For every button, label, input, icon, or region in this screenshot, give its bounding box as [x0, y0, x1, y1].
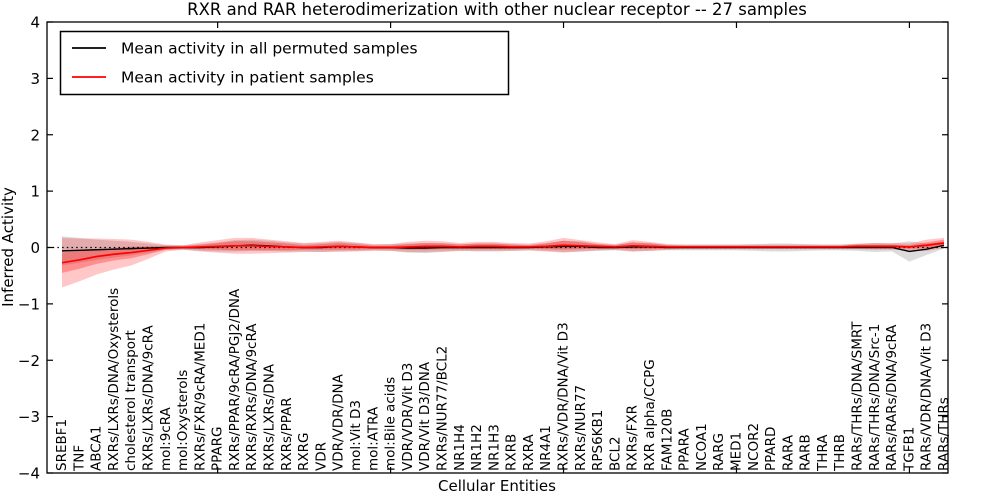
y-tick-label: −2: [18, 352, 40, 370]
category-tick-label: VDR/Vit D3/DNA: [417, 361, 433, 471]
category-tick-label: RXRs/FXR: [625, 405, 641, 471]
category-tick-label: PPARD: [763, 427, 779, 471]
x-axis-label: Cellular Entities: [438, 477, 556, 495]
category-tick-label: mol:Bile acids: [383, 377, 399, 471]
legend-box: [59, 30, 510, 96]
category-tick-label: cholesterol transport: [123, 330, 139, 471]
category-tick-label: NCOA1: [694, 423, 710, 471]
category-tick-label: RXRs/PPAR: [279, 397, 295, 471]
category-tick-label: RARs/RARs/DNA/9cRA: [884, 324, 900, 471]
y-tick-labels: 4 3 2 1 0 −1 −2 −3 −4: [18, 14, 40, 483]
y-tick-label: −4: [18, 465, 40, 483]
legend-label-permuted: Mean activity in all permuted samples: [121, 40, 418, 58]
category-tick-label: RXRG: [296, 433, 312, 471]
y-axis-label: Inferred Activity: [0, 187, 17, 307]
category-tick-label: RXR alpha/CCPG: [642, 359, 658, 471]
patient-mean-line: [61, 242, 945, 264]
confidence-bands: [62, 236, 944, 288]
category-tick-label: RXRB: [504, 434, 520, 471]
category-tick-label: FAM120B: [659, 409, 675, 471]
y-tick-label: 3: [30, 70, 40, 88]
category-tick-label: RARs/THRs: [936, 397, 952, 471]
category-tick-label: mol:ATRA: [365, 406, 381, 471]
category-tick-label: NCOR2: [746, 423, 762, 471]
category-tick-label: NR4A1: [538, 425, 554, 471]
category-tick-label: RARA: [780, 434, 796, 471]
y-tick-label: 1: [30, 183, 40, 201]
axes-frame: [46, 21, 949, 474]
category-tick-label: NR1H4: [452, 424, 468, 471]
category-tick-label: RARB: [798, 434, 814, 471]
category-tick-label: RARG: [711, 433, 727, 471]
category-tick-label: THRB: [832, 434, 848, 472]
category-tick-label: RXRs/LXRs/DNA/9cRA: [140, 325, 156, 471]
category-tick-label: VDR/VDR/Vit D3: [400, 363, 416, 471]
band-permuted: [62, 236, 944, 266]
legend-label-patient: Mean activity in patient samples: [121, 69, 374, 87]
category-tick-label: PPARG: [210, 427, 226, 472]
legend: Mean activity in all permuted samples Me…: [59, 30, 510, 96]
category-tick-label: mol:Vit D3: [348, 400, 364, 471]
category-tick-label: NR1H3: [486, 424, 502, 471]
y-tick-label: 0: [30, 239, 40, 257]
category-tick-label: mol:Oxysterols: [175, 370, 191, 471]
category-tick-label: RXRs/LXRs/DNA: [262, 363, 278, 471]
category-tick-label: RXRA: [521, 434, 537, 471]
category-tick-label: RPS6KB1: [590, 410, 606, 471]
category-tick-label: NR1H2: [469, 424, 485, 471]
category-tick-label: RXRs/PPAR/9cRA/PGJ2/DNA: [227, 288, 243, 471]
chart-title: RXR and RAR heterodimerization with othe…: [187, 0, 807, 19]
category-tick-label: MED1: [728, 432, 744, 471]
category-tick-label: BCL2: [607, 436, 623, 471]
mean-lines: [61, 242, 945, 264]
category-tick-label: RXRs/NUR77: [573, 385, 589, 471]
category-tick-label: RARs/THRs/DNA/SMRT: [850, 321, 866, 471]
category-tick-label: THRA: [815, 434, 831, 472]
y-tick-label: −3: [18, 408, 40, 426]
band-patient: [62, 237, 944, 288]
category-tick-label: TGFB1: [901, 427, 917, 472]
category-tick-label: VDR/VDR/DNA: [331, 373, 347, 471]
category-tick-label: RXRs/RXRs/DNA/9cRA: [244, 323, 260, 471]
category-tick-label: VDR: [313, 442, 329, 471]
y-tick-label: 2: [30, 126, 40, 144]
category-tick-label: ABCA1: [89, 425, 105, 471]
y-tick-label: −1: [18, 295, 40, 313]
category-tick-label: RXRs/FXR/9cRA/MED1: [192, 323, 208, 471]
y-tick-label: 4: [30, 14, 40, 32]
category-tick-label: RARs/THRs/DNA/Src-1: [867, 324, 883, 471]
category-tick-label: TNF: [71, 445, 87, 472]
category-tick-label: RARs/VDR/DNA/Vit D3: [919, 323, 935, 471]
category-tick-label: PPARA: [677, 428, 693, 471]
category-labels: SREBF1 TNF ABCA1 RXRs/LXRs/DNA/Oxysterols ch…: [54, 288, 952, 472]
category-tick-label: RXRs/NUR77/BCL2: [434, 346, 450, 471]
category-tick-label: RXRs/LXRs/DNA/Oxysterols: [106, 288, 122, 471]
category-tick-label: mol:9cRA: [158, 406, 174, 471]
category-tick-label: SREBF1: [54, 419, 70, 471]
category-tick-label: RXRs/VDR/DNA/Vit D3: [556, 322, 572, 471]
